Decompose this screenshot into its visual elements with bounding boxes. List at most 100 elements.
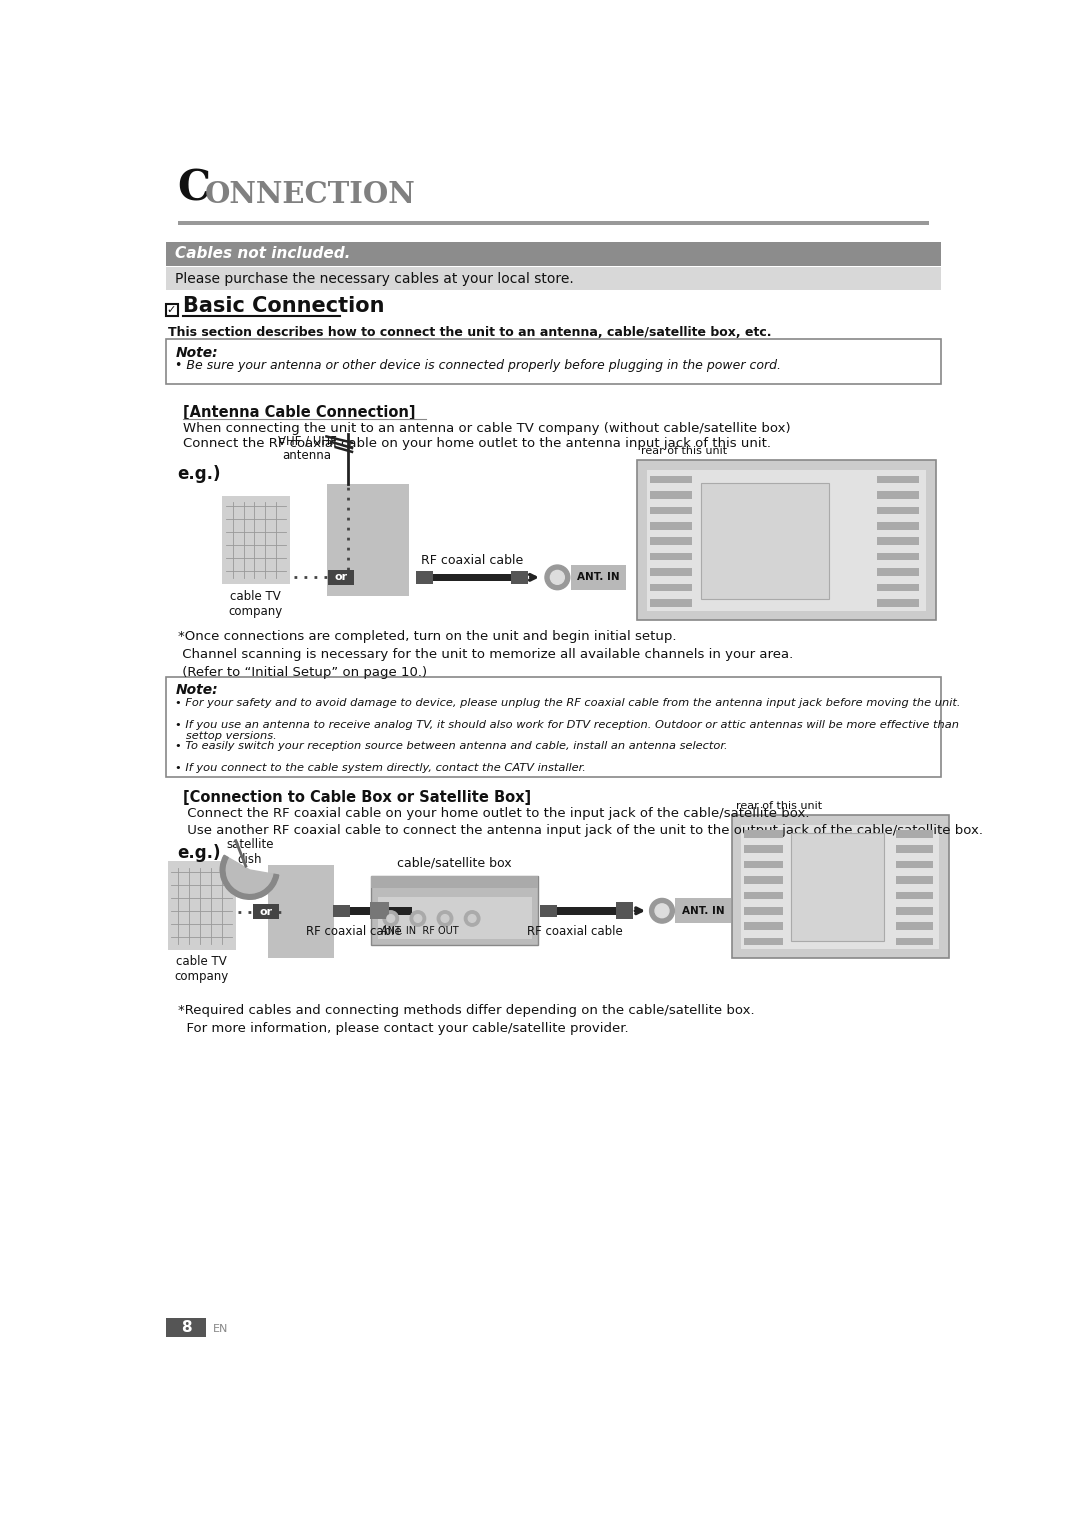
Text: rear of this unit: rear of this unit xyxy=(735,801,822,812)
Text: e.g.): e.g.) xyxy=(177,844,221,862)
Bar xyxy=(328,569,354,584)
Text: ANT. IN: ANT. IN xyxy=(577,572,620,583)
Text: ONNECTION: ONNECTION xyxy=(205,180,416,209)
Text: • Be sure your antenna or other device is connected properly before plugging in : • Be sure your antenna or other device i… xyxy=(175,359,781,372)
Bar xyxy=(877,552,919,560)
Bar xyxy=(378,897,531,940)
Text: Cables not included.: Cables not included. xyxy=(175,247,351,261)
Text: Connect the RF coaxial cable on your home outlet to the input jack of the cable/: Connect the RF coaxial cable on your hom… xyxy=(183,807,810,819)
Text: (Refer to “Initial Setup” on page 10.): (Refer to “Initial Setup” on page 10.) xyxy=(177,665,427,679)
Bar xyxy=(166,1318,206,1337)
Bar xyxy=(511,571,528,583)
Bar xyxy=(896,937,933,946)
Text: or: or xyxy=(259,906,272,917)
Bar xyxy=(167,862,235,951)
Text: cable/satellite box: cable/satellite box xyxy=(397,858,512,870)
Bar xyxy=(877,598,919,607)
Bar xyxy=(649,476,692,484)
Bar xyxy=(649,583,692,591)
Text: EN: EN xyxy=(213,1325,228,1334)
Circle shape xyxy=(383,911,399,926)
Text: cable TV
company: cable TV company xyxy=(175,955,229,983)
Bar xyxy=(744,906,783,914)
Bar xyxy=(649,568,692,575)
Text: VHF / UHF
antenna: VHF / UHF antenna xyxy=(278,433,337,462)
Bar xyxy=(647,470,927,612)
Text: e.g.): e.g.) xyxy=(177,465,221,482)
Text: Basic Connection: Basic Connection xyxy=(183,296,384,316)
Bar xyxy=(877,522,919,530)
Text: [Connection to Cable Box or Satellite Box]: [Connection to Cable Box or Satellite Bo… xyxy=(183,790,531,804)
Bar xyxy=(540,905,557,917)
Bar xyxy=(744,830,783,838)
Text: ANT. IN  RF OUT: ANT. IN RF OUT xyxy=(380,926,458,935)
Bar xyxy=(877,507,919,514)
Bar xyxy=(732,815,948,958)
Circle shape xyxy=(649,899,674,923)
Text: RF coaxial cable: RF coaxial cable xyxy=(307,925,402,938)
Bar xyxy=(744,937,783,946)
Bar xyxy=(416,571,433,583)
Bar xyxy=(744,891,783,899)
Bar xyxy=(649,507,692,514)
Bar xyxy=(877,537,919,545)
Bar xyxy=(896,922,933,929)
Bar xyxy=(334,905,350,917)
Bar xyxy=(268,865,334,958)
Text: This section describes how to connect the unit to an antenna, cable/satellite bo: This section describes how to connect th… xyxy=(167,327,771,339)
Text: Note:: Note: xyxy=(175,682,218,697)
Text: rear of this unit: rear of this unit xyxy=(642,447,727,456)
Bar xyxy=(649,598,692,607)
Bar xyxy=(877,476,919,484)
Text: RF coaxial cable: RF coaxial cable xyxy=(421,554,523,566)
Text: C: C xyxy=(177,168,211,209)
Text: ✓: ✓ xyxy=(166,305,176,316)
Bar xyxy=(744,876,783,884)
Text: [Antenna Cable Connection]: [Antenna Cable Connection] xyxy=(183,404,416,420)
Bar xyxy=(649,537,692,545)
Text: • If you use an antenna to receive analog TV, it should also work for DTV recept: • If you use an antenna to receive analo… xyxy=(175,720,959,742)
Bar xyxy=(649,552,692,560)
Bar xyxy=(166,304,177,316)
Text: ANT. IN: ANT. IN xyxy=(681,906,725,916)
Bar xyxy=(791,833,883,942)
Bar xyxy=(744,845,783,853)
Text: For more information, please contact your cable/satellite provider.: For more information, please contact you… xyxy=(177,1021,629,1035)
Bar xyxy=(896,891,933,899)
Text: • If you connect to the cable system directly, contact the CATV installer.: • If you connect to the cable system dir… xyxy=(175,763,586,774)
Bar xyxy=(557,906,616,914)
Bar xyxy=(166,676,941,777)
Circle shape xyxy=(410,911,426,926)
Bar xyxy=(637,461,935,621)
Circle shape xyxy=(441,914,449,922)
Bar xyxy=(616,902,633,919)
Bar xyxy=(701,484,828,598)
Bar xyxy=(701,484,828,598)
Bar xyxy=(221,496,291,584)
Bar xyxy=(791,833,883,942)
Bar xyxy=(372,876,538,946)
Circle shape xyxy=(551,571,565,584)
Bar xyxy=(744,922,783,929)
Bar xyxy=(372,876,538,888)
Text: RF coaxial cable: RF coaxial cable xyxy=(527,925,623,938)
Text: • For your safety and to avoid damage to device, please unplug the RF coaxial ca: • For your safety and to avoid damage to… xyxy=(175,699,961,708)
Bar xyxy=(877,568,919,575)
Text: Connect the RF coaxial cable on your home outlet to the antenna input jack of th: Connect the RF coaxial cable on your hom… xyxy=(183,438,771,450)
Circle shape xyxy=(464,911,480,926)
Bar xyxy=(327,484,408,595)
Bar xyxy=(166,339,941,385)
Bar xyxy=(877,491,919,499)
Bar xyxy=(372,876,538,946)
Text: *Required cables and connecting methods differ depending on the cable/satellite : *Required cables and connecting methods … xyxy=(177,1004,754,1016)
Bar xyxy=(675,899,731,923)
Text: When connecting the unit to an antenna or cable TV company (without cable/satell: When connecting the unit to an antenna o… xyxy=(183,421,791,435)
Circle shape xyxy=(656,903,669,917)
Bar xyxy=(896,876,933,884)
Text: cable TV
company: cable TV company xyxy=(228,589,282,618)
Circle shape xyxy=(469,914,476,922)
Text: Please purchase the necessary cables at your local store.: Please purchase the necessary cables at … xyxy=(175,272,575,285)
Bar xyxy=(732,815,948,958)
Bar xyxy=(649,522,692,530)
Bar xyxy=(649,491,692,499)
